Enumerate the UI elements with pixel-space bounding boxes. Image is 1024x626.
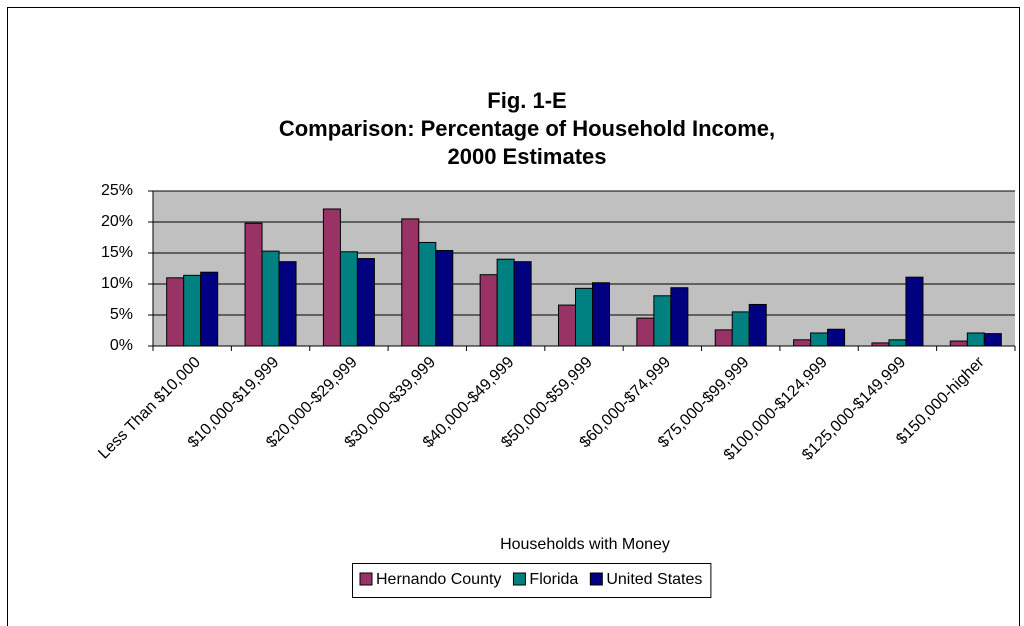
legend-swatch (512, 572, 526, 586)
bar (401, 218, 420, 347)
y-tick-label: 15% (101, 244, 133, 261)
bar (244, 222, 263, 347)
x-axis-title: Households with Money (500, 536, 670, 553)
bar (714, 329, 733, 347)
y-tick-label: 0% (110, 337, 133, 354)
bar (731, 311, 750, 347)
y-tick-label: 5% (110, 306, 133, 323)
y-tick-label: 25% (101, 182, 133, 199)
chart-title: Comparison: Percentage of Household Inco… (279, 116, 775, 141)
bar (322, 208, 341, 347)
bar (479, 274, 498, 347)
bar (339, 251, 358, 347)
bar (670, 287, 689, 347)
chart-title: 2000 Estimates (448, 144, 607, 169)
bar (810, 332, 829, 347)
bar (793, 339, 812, 347)
bar (871, 342, 890, 347)
bar (166, 277, 185, 347)
bar (200, 271, 219, 347)
bar (356, 258, 375, 347)
y-tick-label: 10% (101, 275, 133, 292)
bar (653, 295, 672, 347)
chart-title: Fig. 1-E (487, 88, 566, 113)
legend-swatch (589, 572, 603, 586)
bar (827, 328, 846, 347)
bar (435, 250, 454, 347)
bar (575, 287, 593, 347)
bar (418, 241, 437, 347)
legend-swatch (359, 572, 373, 586)
bar (183, 274, 202, 347)
bar (888, 339, 907, 347)
bar (905, 276, 924, 347)
legend-label: Hernando County (376, 571, 501, 588)
legend-label: Florida (529, 571, 578, 588)
bar (278, 261, 297, 347)
bar (748, 303, 767, 347)
bar (949, 340, 968, 347)
bar (966, 332, 985, 347)
bar (513, 261, 532, 347)
bar (592, 282, 610, 347)
bar (496, 258, 515, 347)
bar (558, 304, 576, 347)
legend-label: United States (606, 571, 702, 588)
bar (983, 333, 1002, 347)
bar (636, 317, 655, 347)
bar (261, 250, 280, 347)
y-tick-label: 20% (101, 213, 133, 230)
legend-box (352, 563, 712, 598)
